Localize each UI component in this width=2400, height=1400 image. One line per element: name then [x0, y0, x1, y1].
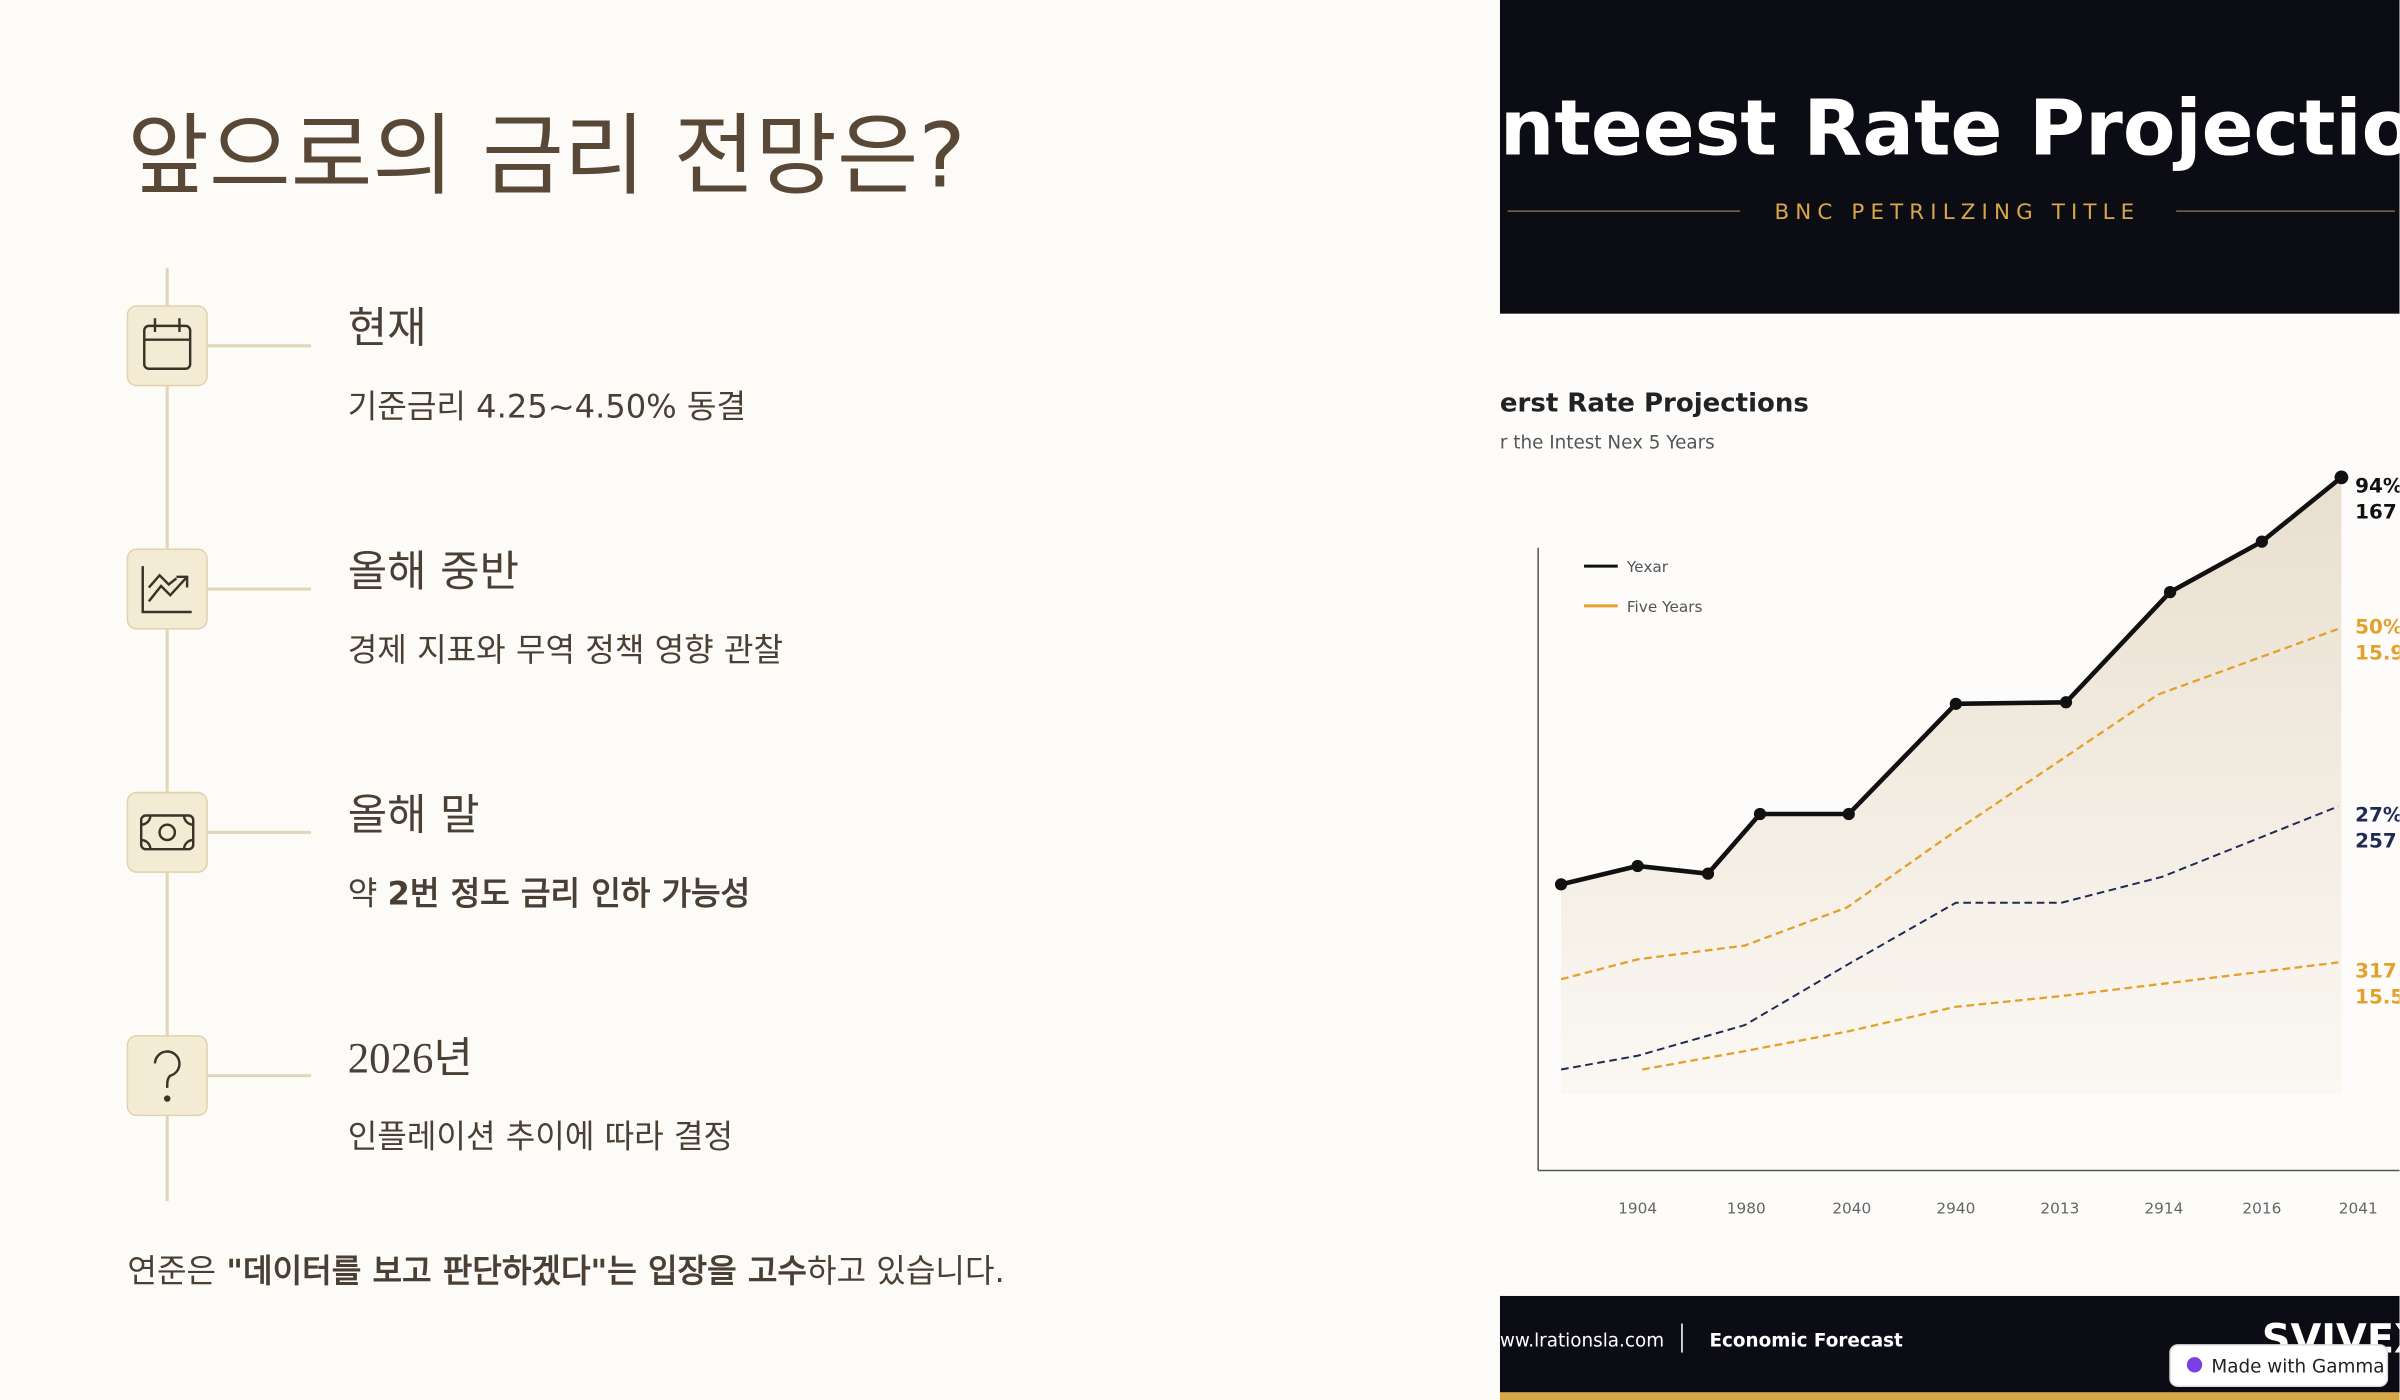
footer-note: 연준은 "데이터를 보고 판단하겠다"는 입장을 고수하고 있습니다.: [127, 1252, 1004, 1290]
x-label: 2041: [2339, 1199, 2378, 1217]
icon: [141, 566, 192, 614]
chart-subtitle: r the Intest Nex 5 Years: [1500, 432, 1715, 453]
footer-section: Economic Forecast: [1710, 1330, 1904, 1351]
badge-logo: [2186, 1357, 2203, 1373]
x-label: 1904: [1618, 1199, 1657, 1217]
heading: 2026년: [348, 1036, 473, 1083]
glow: [1714, 0, 2174, 85]
description: 약 2번 정도 금리 인하 가능성: [348, 874, 750, 912]
text-segment: 연준은: [127, 1252, 226, 1290]
area: [1561, 477, 2342, 1094]
series-line: [1560, 627, 2339, 981]
legend-label: Yexar: [1626, 558, 1669, 576]
text-segment: 경제 지표와 무역 정책 영향 관찰: [348, 631, 783, 669]
end-label: 50%: [2355, 615, 2400, 638]
end-label: 94%: [2355, 475, 2400, 498]
series-line: [1641, 961, 2339, 1071]
badge-text[interactable]: Made with Gamma: [2211, 1356, 2384, 1377]
x-label: 2940: [1936, 1199, 1975, 1217]
x-label: 2914: [2144, 1199, 2183, 1217]
end-label: 15.9: [2355, 641, 2400, 664]
image: nteest Rate Projections BNC PETRILZING T…: [1499, 0, 2400, 1400]
end-label: 27%: [2355, 804, 2400, 827]
icon-box: [126, 1035, 208, 1117]
heading: 올해 말: [348, 790, 480, 840]
x-label: 2040: [1832, 1199, 1871, 1217]
badge[interactable]: [2169, 1344, 2389, 1387]
text-segment: "데이터를 보고 판단하겠다"는 입장을 고수: [226, 1252, 807, 1290]
text-segment: 하고 있습니다.: [807, 1252, 1005, 1290]
x-label: 2016: [2242, 1199, 2281, 1217]
banner-title: nteest Rate Projections: [1500, 85, 2400, 174]
icon: [143, 318, 192, 370]
gold-strip: [1499, 1392, 2400, 1400]
icon-box: [126, 548, 208, 630]
description: 경제 지표와 무역 정책 영향 관찰: [348, 631, 783, 669]
text-segment: 약: [348, 874, 388, 912]
end-label: 317: [2355, 960, 2397, 983]
x-label: 1980: [1727, 1199, 1766, 1217]
chart-title: erst Rate Projections: [1500, 389, 1809, 419]
end-label: 167: [2355, 501, 2397, 524]
end-label: 15.5: [2355, 986, 2400, 1009]
text-segment: 2번 정도 금리 인하 가능성: [388, 874, 751, 912]
series-line: [1560, 475, 2343, 887]
series-line: [1560, 805, 2339, 1071]
banner-subtitle: BNC PETRILZING TITLE: [1774, 200, 2140, 225]
legend-label: Five Years: [1627, 598, 1703, 616]
heading: 올해 중반: [348, 547, 519, 597]
icon: [153, 1050, 181, 1102]
markers: [1554, 470, 2349, 891]
description: 기준금리 4.25~4.50% 동결: [348, 388, 746, 426]
footer-url: ww.lrationsla.com: [1500, 1330, 1664, 1351]
text-segment: 기준금리 4.25~4.50% 동결: [348, 388, 746, 426]
left-bg: [0, 0, 1499, 1400]
icon-box: [126, 791, 208, 873]
heading: 현재: [348, 304, 427, 354]
text-segment: 인플레이션 추이에 따라 결정: [348, 1118, 733, 1156]
icon-box: [126, 305, 208, 387]
end-label: 257: [2355, 830, 2397, 853]
slide-title: 앞으로의 금리 전망은?: [127, 105, 965, 208]
description: 인플레이션 추이에 따라 결정: [348, 1118, 733, 1156]
icon: [139, 814, 195, 851]
x-label: 2013: [2040, 1199, 2079, 1217]
